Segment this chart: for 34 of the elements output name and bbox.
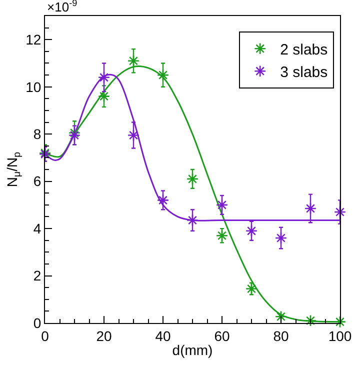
point — [334, 316, 346, 328]
y-tick-label: 10 — [26, 78, 42, 95]
x-axis-title: d(mm) — [172, 342, 213, 358]
point — [245, 224, 258, 237]
point — [186, 172, 199, 185]
point — [156, 68, 170, 82]
point — [127, 54, 140, 67]
point — [98, 71, 110, 84]
point — [274, 310, 288, 323]
point — [186, 214, 199, 226]
x-tick-label: 40 — [155, 328, 171, 344]
point — [304, 314, 317, 327]
text: ×10$^{-9}$ — [47, 0, 78, 14]
point — [98, 90, 110, 102]
point — [274, 232, 288, 244]
point — [216, 198, 228, 211]
point — [127, 129, 140, 142]
point — [216, 230, 228, 242]
x-tick-label: 80 — [273, 328, 289, 344]
point — [68, 129, 81, 142]
x-tick-label: 20 — [96, 328, 112, 344]
y-tick-label: 8 — [33, 126, 42, 142]
y-tick-label: 0 — [33, 314, 42, 331]
point — [245, 282, 258, 295]
legend-label: 2 slabs — [280, 41, 328, 58]
x-tick-label: 60 — [214, 328, 230, 344]
point — [304, 202, 317, 215]
legend-label: 3 slabs — [280, 64, 328, 81]
y-tick-label: 2 — [33, 268, 42, 284]
y-tick-label: 12 — [26, 32, 42, 48]
y-tick-label: 4 — [33, 220, 42, 236]
point — [156, 194, 170, 206]
y-tick-label: 6 — [33, 173, 42, 190]
x-tick-label: 100 — [328, 328, 352, 344]
